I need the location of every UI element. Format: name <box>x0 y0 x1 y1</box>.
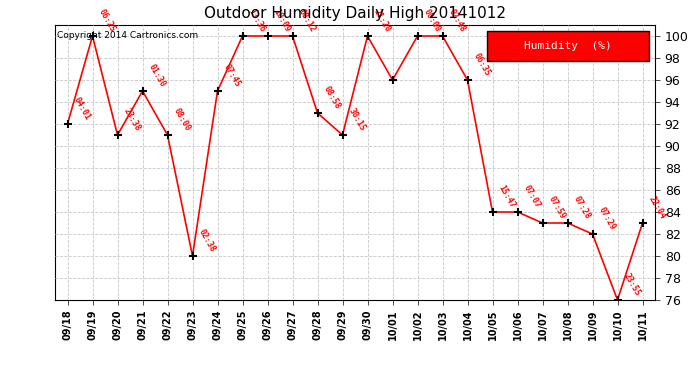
Text: 01:30: 01:30 <box>147 62 167 88</box>
Text: 23:55: 23:55 <box>622 271 642 297</box>
Text: 07:59: 07:59 <box>546 194 567 220</box>
Text: 06:35: 06:35 <box>472 51 492 77</box>
Text: 04:01: 04:01 <box>72 95 92 121</box>
Text: 02:48: 02:48 <box>446 7 467 33</box>
Text: 30:15: 30:15 <box>346 106 367 132</box>
Text: 00:00: 00:00 <box>422 7 442 33</box>
Text: 22:04: 22:04 <box>647 194 667 220</box>
Text: 07:28: 07:28 <box>572 194 592 220</box>
Text: 07:07: 07:07 <box>522 183 542 209</box>
Text: 23:38: 23:38 <box>121 106 142 132</box>
Text: 10:09: 10:09 <box>272 7 292 33</box>
Text: 21:20: 21:20 <box>372 7 392 33</box>
Text: 08:00: 08:00 <box>172 106 192 132</box>
FancyBboxPatch shape <box>487 30 649 61</box>
Text: 06:25: 06:25 <box>97 7 117 33</box>
Text: 08:58: 08:58 <box>322 84 342 110</box>
Text: Copyright 2014 Cartronics.com: Copyright 2014 Cartronics.com <box>57 30 198 39</box>
Text: Humidity  (%): Humidity (%) <box>524 40 612 51</box>
Text: 15:47: 15:47 <box>497 183 517 209</box>
Text: 08:12: 08:12 <box>297 7 317 33</box>
Text: 07:29: 07:29 <box>597 205 617 231</box>
Text: 02:38: 02:38 <box>197 227 217 253</box>
Text: 13:36: 13:36 <box>246 7 267 33</box>
Text: 07:45: 07:45 <box>221 62 242 88</box>
Title: Outdoor Humidity Daily High 20141012: Outdoor Humidity Daily High 20141012 <box>204 6 506 21</box>
